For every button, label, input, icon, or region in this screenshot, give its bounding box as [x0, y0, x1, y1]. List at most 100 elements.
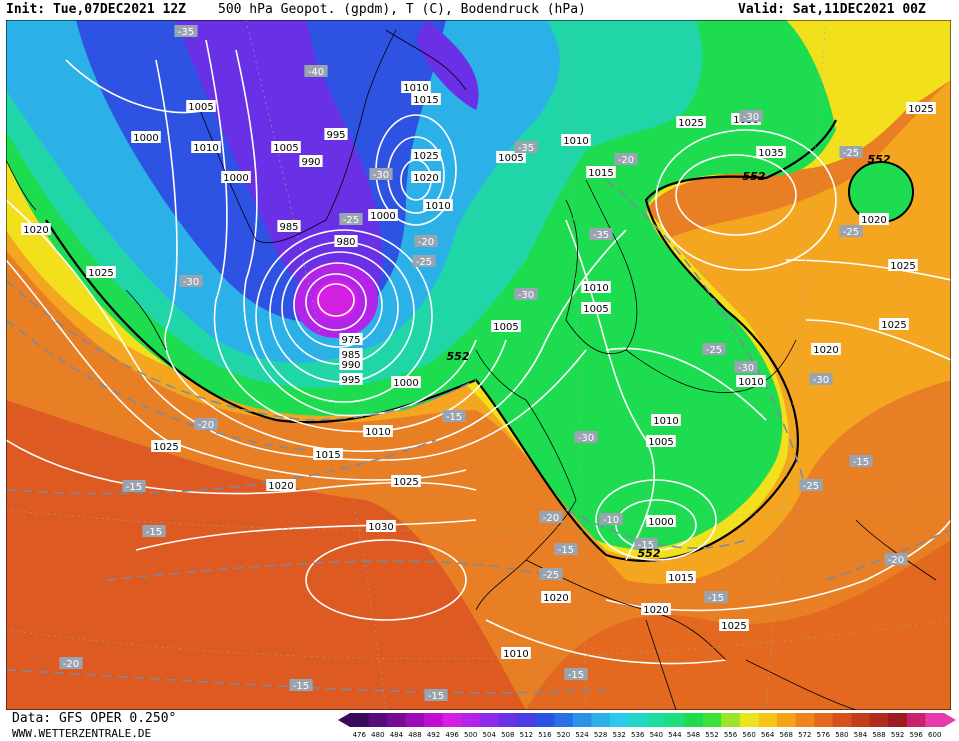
isobar-label: 1000: [221, 171, 251, 184]
temperature-label: -30: [739, 110, 763, 123]
isobar-label-text: 1005: [648, 437, 673, 448]
isobar-label: 1025: [676, 116, 706, 129]
colorbar-left-arrow: [338, 713, 350, 727]
colorbar-swatch: [851, 713, 871, 727]
temperature-label: -25: [339, 213, 363, 226]
isobar-label-text: 1010: [365, 427, 390, 438]
isobar-label: 1020: [541, 591, 571, 604]
colorbar-tick-label: 548: [687, 731, 700, 739]
isobar-label-text: 1015: [588, 168, 613, 179]
isobar-label: 1025: [411, 149, 441, 162]
colorbar-swatch: [869, 713, 889, 727]
isobar-label-text: 985: [341, 350, 360, 361]
init-time: Init: Tue,07DEC2021 12Z: [6, 2, 187, 17]
temperature-label-text: -25: [706, 345, 722, 356]
isobar-label-text: 1025: [721, 621, 746, 632]
temperature-label-text: -25: [416, 257, 432, 268]
isobar-label: 1000: [131, 131, 161, 144]
temperature-label: -35: [174, 25, 198, 38]
colorbar-tick-label: 528: [594, 731, 607, 739]
temperature-label-text: -15: [146, 527, 162, 538]
isobar-label: 975: [339, 333, 363, 346]
isobar-label: 1005: [491, 320, 521, 333]
temperature-label: -20: [59, 657, 83, 670]
colorbar-tick-label: 560: [742, 731, 755, 739]
chart-header: Init: Tue,07DEC2021 12Z 500 hPa Geopot. …: [0, 0, 959, 20]
colorbar-swatch: [702, 713, 722, 727]
colorbar-tick-label: 536: [631, 731, 645, 739]
temperature-label: -15: [564, 668, 588, 681]
temperature-label-text: -35: [178, 27, 194, 38]
isobar-label-text: 1015: [315, 450, 340, 461]
colorbar-tick-label: 544: [668, 731, 682, 739]
colorbar-swatch: [368, 713, 388, 727]
temperature-label-text: -15: [708, 593, 724, 604]
color-legend: 476 480 484 488 492 496 500 504 508 512 516 520 524 5…: [338, 713, 956, 739]
temperature-label-text: -20: [198, 420, 214, 431]
colorbar-swatch: [647, 713, 667, 727]
temperature-label-text: -20: [418, 237, 434, 248]
low-pressure-center: [314, 280, 358, 320]
colorbar-tick-label: 540: [650, 731, 663, 739]
isobar-labels: 1005 1000 1010 1005 1000 1020 1025 990 995 985 980…: [21, 81, 936, 660]
isobar-label: 1020: [21, 223, 51, 236]
temperature-label-text: -20: [888, 555, 904, 566]
temperature-label-text: -30: [373, 170, 389, 181]
temperature-label: -25: [702, 343, 726, 356]
temperature-label-text: -15: [558, 545, 574, 556]
colorbar-swatch: [572, 713, 592, 727]
temperature-label-text: -30: [743, 112, 759, 123]
isobar-label-text: 1005: [493, 322, 518, 333]
isobar-label: 1010: [401, 81, 431, 94]
isobar-label: 1010: [581, 281, 611, 294]
isobar-label: 1025: [391, 475, 421, 488]
temperature-label: -30: [514, 288, 538, 301]
temperature-label-text: -20: [543, 513, 559, 524]
isobar-label-text: 1015: [413, 95, 438, 106]
isobar-label-text: 1020: [268, 481, 293, 492]
temperature-label: -30: [179, 275, 203, 288]
isobar-label: 1015: [586, 166, 616, 179]
isobar-label-text: 1020: [23, 225, 48, 236]
isobar-label-text: 1035: [758, 148, 783, 159]
colorbar-swatch: [498, 713, 518, 727]
isobar-label-text: 1025: [678, 118, 703, 129]
isobar-label: 1035: [756, 146, 786, 159]
isobar-label-text: 1010: [583, 283, 608, 294]
colorbar-swatch: [832, 713, 852, 727]
colorbar-right-arrow: [944, 713, 956, 727]
isobar-label: 1005: [271, 141, 301, 154]
isobar-label: 1015: [313, 448, 343, 461]
temperature-label-text: -15: [853, 457, 869, 468]
colorbar-swatch: [739, 713, 759, 727]
isobar-label: 1010: [191, 141, 221, 154]
isobar-label-text: 1025: [153, 442, 178, 453]
colorbar-swatch: [628, 713, 648, 727]
colorbar-swatch: [906, 713, 926, 727]
colorbar-swatch: [684, 713, 704, 727]
geopotential-552-label: 552: [743, 170, 766, 183]
colorbar-tick-label: 496: [445, 731, 459, 739]
temperature-isotherms: [6, 179, 951, 694]
isobar-label: 1000: [646, 515, 676, 528]
isobar-label-text: 1005: [498, 153, 523, 164]
isobar-label-text: 1005: [583, 304, 608, 315]
isobar-label-text: 1020: [813, 345, 838, 356]
colorbar-swatch: [442, 713, 462, 727]
isobar-label-text: 1010: [738, 377, 763, 388]
temperature-label: -35: [514, 141, 538, 154]
isobar-label: 1025: [719, 619, 749, 632]
isobar-label: 1005: [581, 302, 611, 315]
isobar-label-text: 1025: [908, 104, 933, 115]
colorbar-tick-label: 568: [780, 731, 793, 739]
colorbar-tick-label: 600: [928, 731, 941, 739]
isobar-label-text: 1025: [88, 268, 113, 279]
temperature-label-text: -15: [428, 691, 444, 702]
colorbar-swatch: [721, 713, 741, 727]
temperature-label: -15: [849, 455, 873, 468]
isobar-label-text: 1005: [188, 102, 213, 113]
colorbar-tick-label: 512: [520, 731, 533, 739]
geopotential-labels: 552 552 552 552: [447, 153, 891, 560]
temperature-label-text: -20: [63, 659, 79, 670]
isobar-label: 1030: [366, 520, 396, 533]
